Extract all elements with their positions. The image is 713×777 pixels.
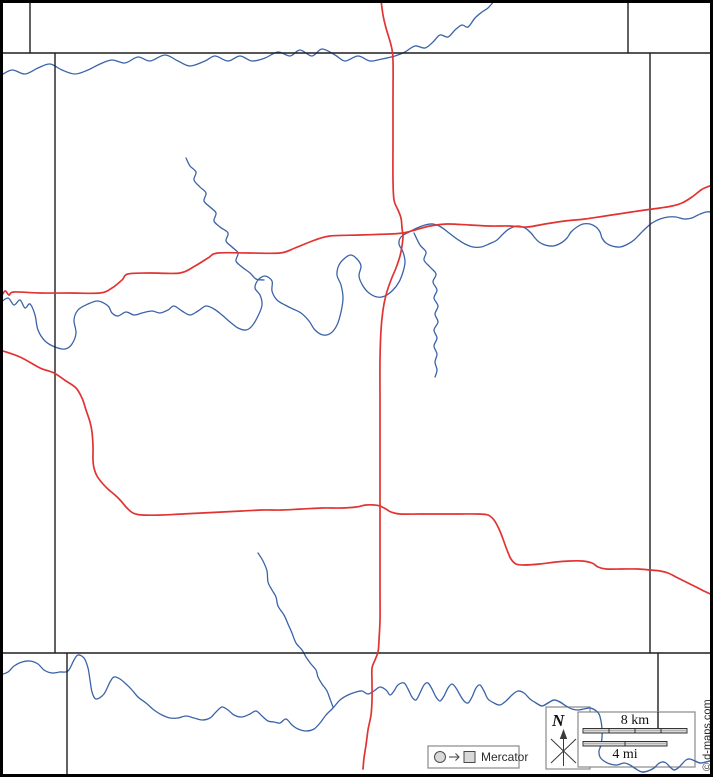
projection-circle-icon xyxy=(434,751,446,763)
north-arrow: N xyxy=(550,711,577,766)
road-east-west-upper xyxy=(0,184,713,300)
compass-star-icon xyxy=(550,736,577,766)
river-bottom-overlay xyxy=(535,699,713,773)
north-label: N xyxy=(551,711,565,730)
river-main-central xyxy=(0,211,713,350)
road-north-south xyxy=(362,0,404,770)
projection-right-arrow-icon xyxy=(449,753,460,761)
projection-label: Mercator xyxy=(481,750,528,764)
projection-square-icon xyxy=(463,751,476,763)
stream-central-south xyxy=(413,232,439,378)
scale-mi-label: 4 mi xyxy=(612,747,637,762)
scale-bar: 8 km 4 mi xyxy=(582,713,688,762)
north-arrowhead-icon xyxy=(559,729,568,739)
road-east-west-lower xyxy=(0,349,713,596)
stream-bottom-diagonal xyxy=(257,552,334,708)
scale-bar-box xyxy=(577,711,696,768)
stream-northwest-tributary xyxy=(185,157,265,281)
legend-layer xyxy=(427,706,696,770)
copyright-label: © d-maps.com xyxy=(702,699,713,771)
projection-legend: Mercator xyxy=(434,750,528,764)
scale-km-label: 8 km xyxy=(621,713,650,728)
river-top xyxy=(0,0,496,77)
